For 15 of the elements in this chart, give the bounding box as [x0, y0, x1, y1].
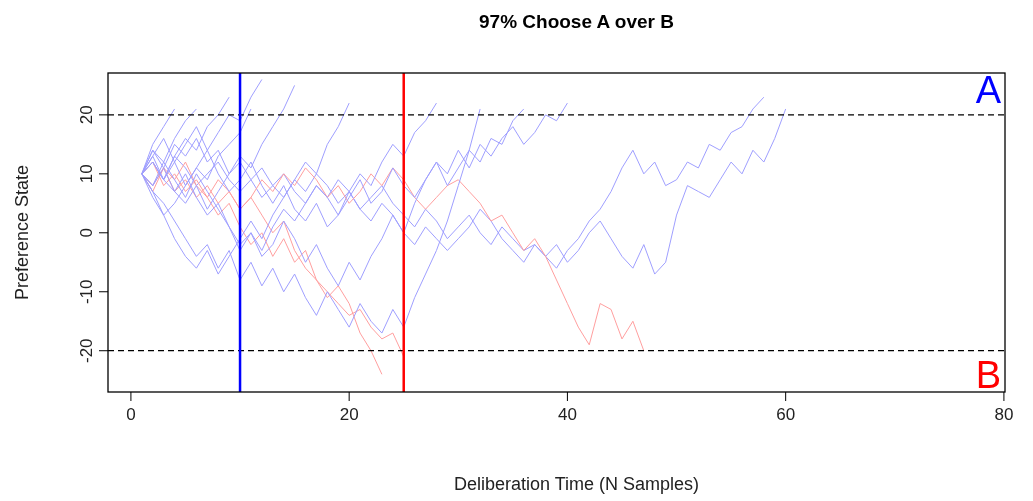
x-axis-title: Deliberation Time (N Samples): [453, 474, 700, 494]
x-tick-label: 40: [557, 405, 577, 424]
x-tick-label: 0: [126, 405, 136, 424]
y-tick-label: 0: [77, 228, 96, 238]
x-tick-label: 60: [776, 405, 796, 424]
y-tick-label: -10: [77, 279, 96, 305]
chart-title: 97% Choose A over B: [479, 11, 674, 32]
y-tick-label: -20: [77, 338, 96, 364]
y-tick-label: 20: [77, 105, 96, 125]
x-tick-label: 80: [994, 405, 1014, 424]
y-tick-label: 10: [77, 164, 96, 184]
annotation: A: [975, 69, 1002, 111]
y-axis-title: Preference State: [12, 164, 32, 301]
annotation: B: [975, 354, 1001, 396]
x-tick-label: 20: [339, 405, 359, 424]
